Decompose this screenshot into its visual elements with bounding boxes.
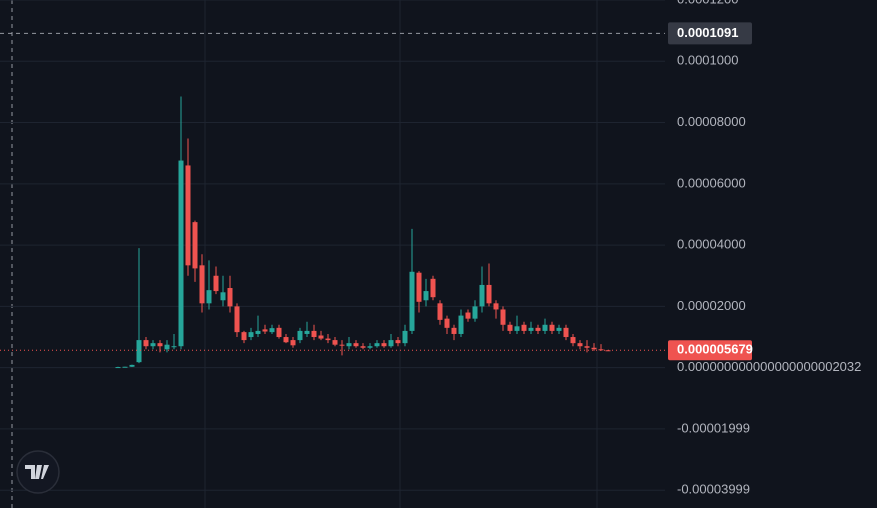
candle-body [150,343,156,347]
candle-body [472,306,478,319]
candle-body [423,291,429,301]
last-price-label: 0.000005679 [677,342,753,357]
candle-body [514,326,520,331]
candle-body [199,265,205,304]
candle-body [353,343,359,347]
candle-body [458,315,464,334]
y-tick-label: -0.00001999 [677,420,750,435]
candle-body [143,340,149,347]
last-price-box [668,340,752,361]
candle-body [570,337,576,344]
candle-body [206,290,212,304]
candle-body [542,324,548,331]
candle-body [171,346,177,348]
candle-body [290,340,296,346]
candle-body [185,165,191,266]
y-tick-label: 0.00008000 [677,114,746,129]
candle-body [297,330,303,341]
candle-body [325,338,331,341]
candle-body [465,312,471,319]
candle-body [451,327,457,334]
crosshair-label: 0.0001091 [677,25,738,40]
candle-body [493,303,499,310]
candle-body [234,306,240,333]
candle-body [129,364,135,367]
logo [16,450,60,494]
candle-body [255,330,261,334]
candle-body [556,327,562,331]
candle-body [577,343,583,347]
y-tick-label: -0.00003999 [677,482,750,497]
candle-body [339,344,345,346]
candle-body [122,366,128,368]
candle-body [521,324,527,331]
candle-body [311,330,317,338]
y-tick-label: 0.0001000 [677,53,738,68]
candle-body [136,340,142,363]
candle-body [563,327,569,338]
y-tick-label: 0.000000000000000000002032 [677,359,861,374]
candle-body [164,344,170,350]
candle-body [388,340,394,347]
candle-body [269,328,275,333]
candle-body [430,278,436,298]
candle-body [416,272,422,302]
candle-body [276,327,282,338]
candle-body [584,346,590,348]
logo-mark [25,465,49,479]
candle-body [437,303,443,320]
candle-body [528,327,534,331]
candle-body [444,318,450,328]
candle-body [346,343,352,347]
candle-body [227,288,233,307]
candle-body [535,327,541,331]
candle-body [192,222,198,269]
y-tick-label: 0.0001200 [677,0,738,6]
y-tick-label: 0.00006000 [677,175,746,190]
candle-body [549,324,555,331]
candle-body [262,329,268,332]
candle-body [248,332,254,338]
candle-body [157,343,163,347]
candle-body [213,275,219,292]
candle-body [374,343,380,347]
candle-body [178,160,184,347]
candle-body [115,367,121,369]
candle-body [479,284,485,307]
plot: 0.0001200 0.0001000 0.00008000 0.00006000 0.… [0,0,861,497]
candle-body [360,346,366,348]
candle-body [283,337,289,343]
candle-body [367,346,373,348]
candle-body [409,271,415,331]
candle-body [220,292,226,301]
y-tick-label: 0.00002000 [677,298,746,313]
candle-body [318,335,324,339]
candle-body [381,343,387,347]
candle-body [507,324,513,331]
candle-body [486,284,492,304]
y-tick-label: 0.00004000 [677,237,746,252]
candle-body [304,330,310,334]
candle-body [395,340,401,344]
candle-body [241,332,247,341]
candle-body [332,340,338,345]
candle-body [500,309,506,325]
candle-body [402,330,408,344]
candle-body [591,347,597,350]
vertical-grid [11,0,598,508]
crosshair-box [668,22,752,45]
